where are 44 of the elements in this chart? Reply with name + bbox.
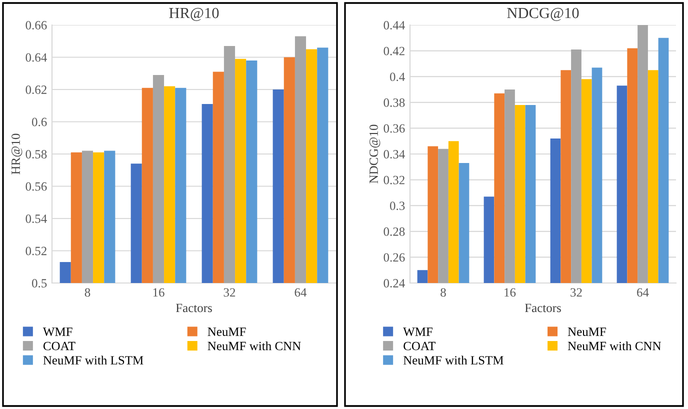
y-tick-label: 0.42 [384, 46, 404, 56]
y-axis-title: HR@10 [12, 134, 22, 174]
y-tick-label: 0.64 [26, 53, 47, 62]
y-tick-label: 0.28 [384, 227, 405, 236]
x-tick-label: 16 [153, 288, 164, 297]
y-tick-label: 0.32 [384, 176, 404, 184]
legend-label: COAT [404, 342, 436, 350]
x-tick-label: 16 [504, 288, 516, 297]
y-tick-label: 0.36 [384, 124, 405, 133]
x-tick-label: 32 [224, 288, 236, 297]
x-axis-title: Factors [524, 304, 561, 312]
y-tick-label: 0.66 [26, 21, 47, 30]
x-tick-label: 32 [570, 288, 582, 297]
legend-label: NeuMF with CNN [568, 341, 661, 350]
y-tick-label: 0.44 [384, 21, 405, 30]
chart-title: HR@10 [169, 8, 219, 21]
y-tick-label: 0.4 [390, 72, 405, 82]
x-tick-label: 8 [440, 288, 446, 297]
chart-title: NDCG@10 [507, 8, 579, 21]
y-axis-title: NDCG@10 [370, 124, 380, 184]
legend-label: WMF [403, 328, 432, 336]
y-tick-label: 0.6 [32, 118, 47, 126]
legend-label: NeuMF with LSTM [403, 356, 504, 365]
x-axis-title: Factors [176, 304, 212, 312]
x-tick-label: 8 [84, 288, 90, 297]
legend-label: NeuMF [568, 328, 606, 336]
y-tick-label: 0.24 [384, 279, 405, 288]
y-tick-label: 0.62 [26, 86, 46, 94]
y-tick-label: 0.26 [384, 253, 405, 262]
legend-label: WMF [42, 328, 72, 336]
y-tick-label: 0.54 [26, 214, 47, 224]
legend-label: NeuMF with LSTM [43, 356, 144, 365]
x-tick-label: 64 [637, 288, 649, 297]
legend-label: NeuMF with CNN [208, 341, 301, 350]
y-tick-label: 0.34 [384, 150, 405, 159]
y-tick-label: 0.52 [26, 246, 46, 256]
legend-label: COAT [43, 342, 76, 350]
y-tick-label: 0.38 [384, 98, 405, 107]
y-tick-label: 0.56 [26, 182, 47, 191]
y-tick-label: 0.5 [32, 279, 47, 288]
x-tick-label: 64 [294, 288, 307, 297]
y-tick-label: 0.58 [26, 150, 47, 159]
y-tick-label: 0.3 [390, 202, 405, 210]
legend-label: NeuMF [208, 328, 246, 336]
